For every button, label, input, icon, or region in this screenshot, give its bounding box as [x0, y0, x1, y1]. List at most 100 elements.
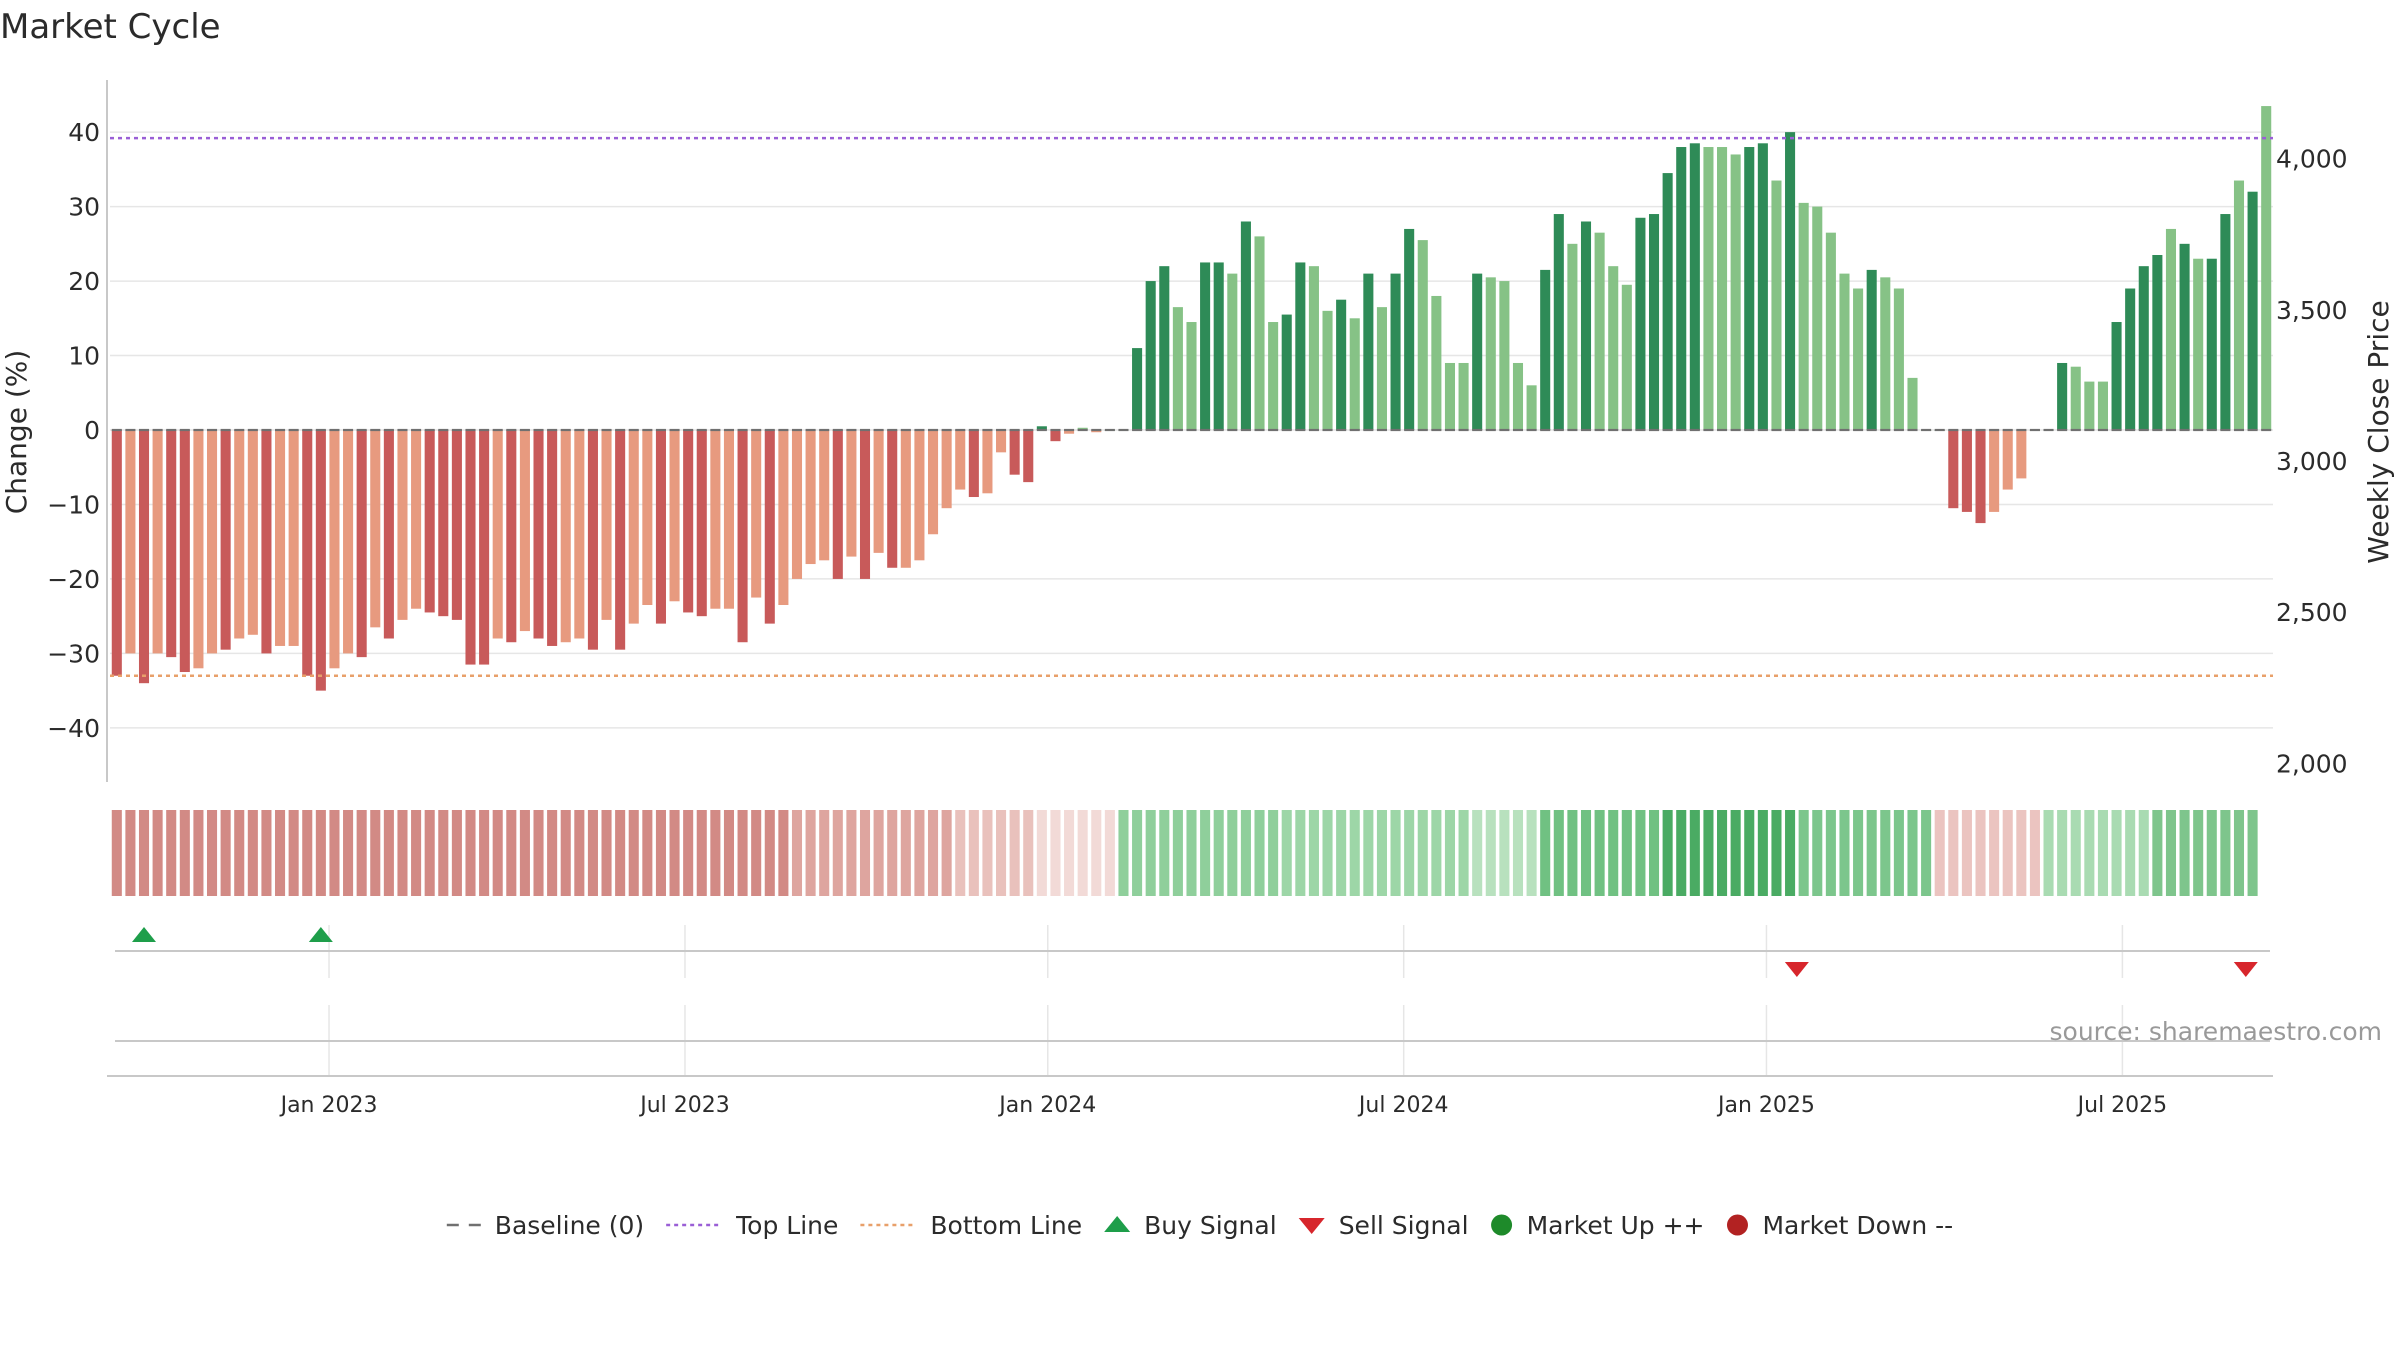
heat-cell — [1268, 810, 1279, 896]
bar — [1540, 269, 1551, 430]
bar — [1893, 288, 1904, 430]
bar — [1499, 281, 1510, 430]
heat-cell — [982, 810, 993, 896]
heat-cell — [846, 810, 857, 896]
legend-label: Bottom Line — [930, 1211, 1082, 1240]
heat-cell — [383, 810, 394, 896]
bar — [438, 430, 449, 617]
bar — [506, 430, 517, 643]
y2-axis-label: Weekly Close Price — [2362, 300, 2395, 563]
heat-cell — [859, 810, 871, 896]
bar — [982, 430, 993, 494]
bar — [941, 430, 952, 509]
bar — [778, 430, 789, 605]
bar — [819, 430, 830, 561]
bar — [737, 430, 748, 643]
legend-label: Market Up ++ — [1527, 1211, 1705, 1240]
heat-cell — [1308, 810, 1319, 896]
heat-cell — [900, 810, 911, 896]
heat-cell — [1866, 810, 1877, 896]
sell-signal-marker — [2233, 962, 2258, 977]
heat-cell — [1390, 810, 1401, 896]
bar — [343, 430, 354, 654]
bar — [1349, 318, 1360, 430]
y-tick-label: 10 — [68, 342, 100, 371]
heat-cell — [1349, 810, 1360, 896]
bar — [1635, 217, 1646, 430]
heat-cell — [179, 810, 190, 896]
bar — [1159, 266, 1170, 430]
bar — [1023, 430, 1034, 483]
heat-cell — [1730, 810, 1741, 896]
heat-cell — [1567, 810, 1578, 896]
heat-cell — [138, 810, 150, 896]
heat-cell — [737, 810, 748, 896]
bar — [275, 430, 286, 646]
heat-cell — [1404, 810, 1415, 896]
heat-cell — [1812, 810, 1823, 896]
heat-cell — [193, 810, 204, 896]
y-tick-label: 0 — [84, 416, 100, 445]
heat-cell — [547, 810, 558, 896]
heat-cell — [2125, 810, 2136, 896]
heat-cell — [764, 810, 775, 896]
bar — [1853, 288, 1864, 430]
bar — [1648, 214, 1660, 430]
heat-cell — [111, 810, 122, 896]
heat-cell — [1145, 810, 1156, 896]
heat-cell — [2220, 810, 2231, 896]
bar — [1009, 430, 1020, 475]
bar — [1744, 147, 1755, 430]
bar — [1975, 430, 1986, 524]
bar — [1608, 266, 1619, 430]
heat-cell — [329, 810, 340, 896]
heat-cell — [1907, 810, 1918, 896]
bar — [2206, 258, 2217, 430]
bar — [1785, 132, 1796, 430]
bar — [751, 430, 762, 598]
bar — [125, 430, 136, 654]
bar — [2070, 366, 2081, 430]
heat-cell — [1064, 810, 1075, 896]
heat-cell — [1281, 810, 1292, 896]
bar — [1281, 314, 1292, 430]
heat-cell — [1077, 810, 1088, 896]
signal-panel — [107, 925, 2273, 1077]
bar — [2125, 288, 2136, 430]
bar — [247, 430, 258, 635]
bar — [179, 430, 190, 673]
bar — [1948, 430, 1959, 509]
bar — [234, 430, 245, 639]
heat-cell — [1172, 810, 1183, 896]
heat-cell — [2206, 810, 2217, 896]
legend-sell-icon — [1298, 1218, 1325, 1234]
heat-cell — [1635, 810, 1646, 896]
bar — [2193, 258, 2204, 430]
heat-cell — [1227, 810, 1238, 896]
heat-cell — [261, 810, 272, 896]
heat-cell — [1132, 810, 1143, 896]
legend-market-up-icon — [1491, 1214, 1513, 1236]
heat-cell — [1648, 810, 1660, 896]
bar — [465, 430, 476, 665]
bar — [1689, 143, 1700, 431]
heat-cell — [1921, 810, 1932, 896]
heat-cell — [1934, 810, 1945, 896]
heat-cell — [465, 810, 476, 896]
heat-cell — [424, 810, 435, 896]
bar — [887, 430, 898, 568]
heat-cell — [343, 810, 354, 896]
bar — [451, 430, 462, 620]
heat-cell — [1104, 810, 1115, 896]
heat-cell — [234, 810, 245, 896]
bar — [1376, 307, 1387, 430]
bar — [1594, 232, 1605, 430]
heat-cell — [397, 810, 408, 896]
heat-cell — [1295, 810, 1306, 896]
bar — [1567, 243, 1578, 430]
legend-market-down-icon — [1726, 1214, 1748, 1236]
heat-cell — [1472, 810, 1483, 896]
y-tick-label: 20 — [68, 267, 100, 296]
y2-tick-label: 4,000 — [2276, 145, 2348, 174]
bar — [1227, 273, 1238, 430]
